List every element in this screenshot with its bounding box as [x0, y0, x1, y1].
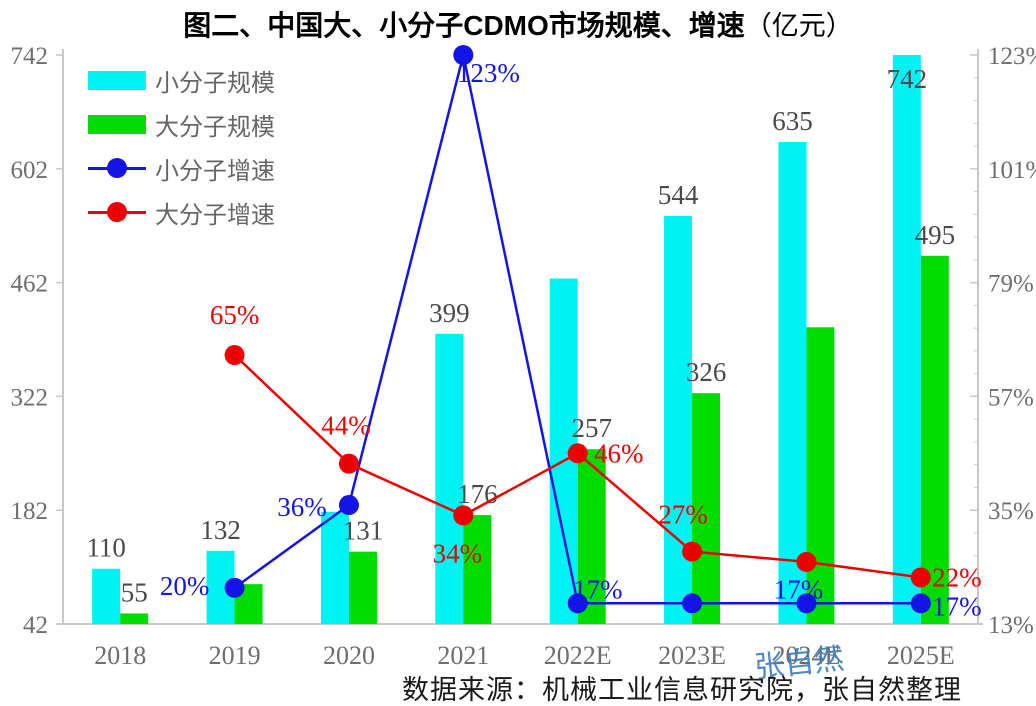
y-axis-left-tick-label: 322 — [11, 384, 49, 411]
source-note: 数据来源：机械工业信息研究院，张自然整理 — [402, 675, 962, 705]
legend-marker-dot — [107, 158, 127, 178]
line-marker-2023E — [682, 593, 703, 614]
growth-rate-label: 65% — [210, 300, 260, 330]
growth-rate-label: 34% — [433, 538, 483, 568]
bar-large-molecule-2025E — [920, 255, 949, 625]
line-marker-2022E — [567, 443, 588, 464]
legend-item-large-molecule-growth: 大分子增速 — [88, 190, 275, 234]
chart-title-unit: （亿元） — [744, 11, 853, 41]
chart-title: 图二、中国大、小分子CDMO市场规模、增速（亿元） — [0, 4, 1036, 44]
line-marker-2021 — [453, 45, 474, 65]
line-marker-2024E — [796, 593, 817, 614]
x-axis-category-label: 2022E — [544, 641, 612, 670]
x-axis-category-label: 2021 — [437, 641, 489, 670]
y-axis-left-tick-label: 742 — [11, 43, 49, 70]
growth-rate-label: 22% — [932, 562, 982, 592]
bar-value-label: 399 — [429, 298, 470, 328]
legend-swatch-small-molecule-size — [88, 70, 146, 90]
line-marker-2020 — [338, 495, 359, 516]
bar-large-molecule-2023E — [692, 393, 721, 624]
line-marker-2025E — [910, 593, 931, 614]
chart-title-main: 图二、中国大、小分子CDMO市场规模、增速 — [183, 10, 745, 41]
bar-small-molecule-2025E — [892, 55, 921, 624]
bar-value-label: 742 — [887, 64, 928, 94]
line-marker-2025E — [910, 567, 931, 588]
bar-small-molecule-2024E — [778, 141, 807, 624]
bar-value-label: 635 — [772, 106, 813, 136]
bar-small-molecule-2020 — [320, 511, 349, 624]
y-axis-right-tick-label: 123% — [988, 43, 1036, 70]
growth-rate-label: 20% — [160, 571, 210, 601]
bar-value-label: 326 — [686, 357, 727, 387]
growth-rate-label: 17% — [774, 574, 824, 604]
growth-rate-label: 27% — [658, 500, 708, 530]
y-axis-right-tick-label: 101% — [988, 157, 1036, 184]
x-axis-category-label: 2018 — [94, 641, 146, 670]
bar-value-label: 495 — [915, 220, 956, 250]
growth-rate-label: 17% — [573, 574, 623, 604]
bar-large-molecule-2018 — [120, 613, 149, 624]
y-axis-right-tick-label: 79% — [988, 271, 1034, 298]
line-marker-2022E — [567, 593, 588, 614]
line-marker-2023E — [682, 541, 703, 562]
growth-rate-label: 36% — [277, 492, 327, 522]
line-marker-2024E — [796, 551, 817, 572]
x-axis-category-label: 2024E — [772, 641, 840, 670]
line-marker-2020 — [338, 453, 359, 474]
legend-item-large-molecule-size: 大分子规模 — [88, 102, 275, 146]
bar-value-label: 131 — [343, 516, 384, 546]
x-axis-category-label: 2025E — [887, 641, 955, 670]
y-axis-left-tick-label: 42 — [23, 612, 48, 639]
growth-rate-label: 44% — [321, 411, 371, 441]
y-axis-left-tick-label: 602 — [11, 157, 49, 184]
legend-swatch-large-molecule-growth — [88, 201, 146, 223]
legend-swatch-large-molecule-size — [88, 114, 146, 134]
x-axis-category-label: 2020 — [323, 641, 375, 670]
x-axis-category-label: 2023E — [658, 641, 726, 670]
growth-rate-label: 17% — [932, 591, 982, 621]
growth-rate-label: 123% — [457, 58, 520, 88]
bar-small-molecule-2018 — [92, 568, 121, 624]
bar-small-molecule-2023E — [664, 215, 693, 624]
legend-marker-dot — [107, 202, 127, 222]
y-axis-right-tick-label: 13% — [988, 612, 1034, 639]
bar-large-molecule-2020 — [348, 551, 377, 624]
bar-small-molecule-2021 — [435, 333, 464, 624]
legend-label: 大分子规模 — [155, 114, 275, 141]
legend-item-small-molecule-size: 小分子规模 — [88, 58, 275, 102]
bar-value-label: 257 — [571, 413, 612, 443]
bar-value-label: 544 — [658, 180, 699, 210]
line-marker-2019 — [224, 577, 245, 598]
x-axis-category-label: 2019 — [209, 641, 261, 670]
y-axis-left-tick-label: 462 — [11, 271, 49, 298]
bar-value-label: 132 — [200, 515, 241, 545]
line-marker-2021 — [453, 505, 474, 526]
legend-label: 小分子规模 — [155, 70, 275, 97]
bar-value-label: 176 — [457, 479, 498, 509]
legend-item-small-molecule-growth: 小分子增速 — [88, 146, 275, 190]
growth-rate-label: 46% — [594, 438, 644, 468]
y-axis-right-tick-label: 57% — [988, 384, 1034, 411]
bar-value-label: 55 — [121, 577, 148, 607]
bar-large-molecule-2024E — [806, 327, 835, 624]
bar-value-label: 110 — [86, 533, 126, 563]
line-marker-2019 — [224, 345, 245, 366]
bar-large-molecule-2021 — [463, 515, 492, 624]
legend-label: 大分子增速 — [155, 202, 275, 229]
legend: 小分子规模 大分子规模 小分子增速 大分子增速 — [88, 58, 275, 234]
legend-label: 小分子增速 — [155, 158, 275, 185]
y-axis-left-tick-label: 182 — [11, 498, 49, 525]
legend-swatch-small-molecule-growth — [88, 157, 146, 179]
y-axis-right-tick-label: 35% — [988, 498, 1034, 525]
